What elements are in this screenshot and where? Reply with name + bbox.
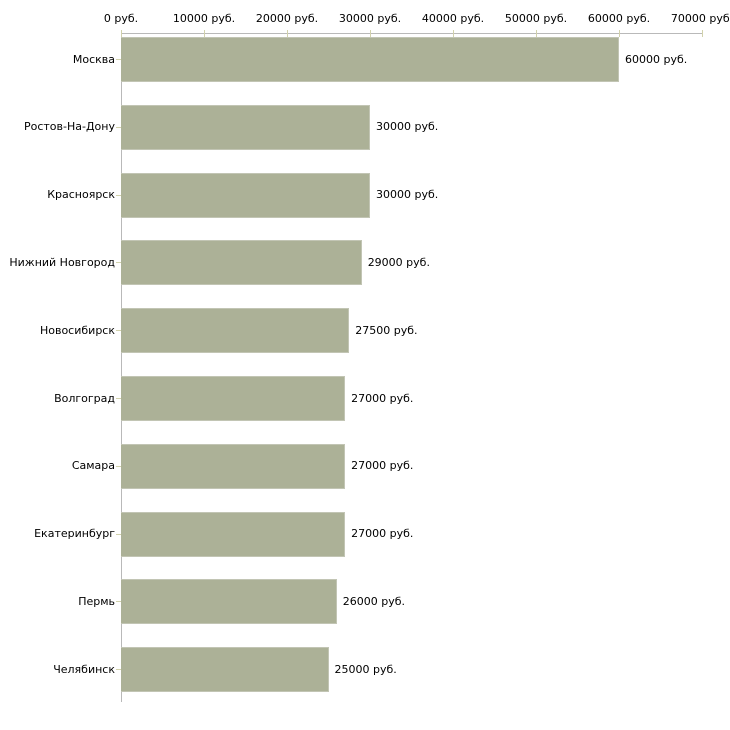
category-label: Самара — [71, 459, 115, 473]
y-axis-tick — [116, 59, 121, 60]
value-label: 25000 руб. — [334, 662, 397, 676]
y-axis-tick — [116, 126, 121, 128]
category-label: Москва — [72, 52, 115, 66]
y-axis-tick — [116, 465, 121, 467]
value-label: 27500 руб. — [355, 323, 418, 337]
x-axis-line — [121, 33, 702, 34]
value-label: 60000 руб. — [625, 52, 688, 66]
bar — [121, 511, 346, 557]
y-axis-tick — [116, 601, 121, 603]
category-label: Волгоград — [54, 391, 115, 405]
value-label: 27000 руб. — [351, 391, 414, 405]
x-axis-tick-label: 40000 руб. — [421, 12, 485, 25]
y-axis-tick — [116, 398, 121, 399]
y-axis-tick — [116, 330, 121, 332]
bar — [121, 443, 346, 489]
x-axis-tick-label: 30000 руб. — [338, 12, 402, 25]
bar — [121, 308, 350, 354]
x-axis-tick-label: 60000 руб. — [587, 12, 651, 25]
x-axis-tick-label: 0 руб. — [103, 12, 139, 25]
value-label: 29000 руб. — [367, 255, 430, 269]
category-label: Ростов-На-Дону — [23, 120, 115, 134]
y-axis-tick — [116, 533, 121, 535]
value-label: 26000 руб. — [342, 594, 406, 608]
value-label: 30000 руб. — [376, 120, 439, 134]
category-label: Нижний Новгород — [9, 255, 115, 269]
value-label: 27000 руб. — [351, 459, 414, 473]
y-axis-tick — [116, 262, 121, 264]
x-axis-tick — [370, 30, 371, 37]
y-axis-tick — [116, 669, 121, 671]
bar — [121, 579, 337, 625]
x-axis-tick — [287, 30, 288, 37]
x-axis-tick — [702, 30, 703, 37]
category-label: Челябинск — [53, 662, 115, 676]
x-axis-tick — [619, 30, 620, 37]
bar — [121, 104, 370, 150]
y-axis-line — [121, 33, 122, 702]
x-axis-tick-label: 10000 руб. — [172, 12, 236, 25]
bar — [121, 376, 346, 421]
x-axis-tick-label: 20000 руб. — [255, 12, 319, 25]
bar — [121, 240, 362, 286]
category-label: Новосибирск — [39, 323, 115, 337]
category-label: Красноярск — [47, 188, 115, 202]
x-axis-tick — [453, 30, 454, 37]
value-label: 30000 руб. — [376, 188, 439, 202]
x-axis-tick-label: 50000 руб. — [504, 12, 568, 25]
bar — [121, 172, 370, 218]
x-axis-tick — [204, 30, 205, 37]
bar — [121, 647, 329, 693]
value-label: 27000 руб. — [351, 527, 414, 541]
x-axis-tick-label: 70000 руб. — [670, 12, 730, 25]
x-axis-tick — [536, 30, 537, 37]
y-axis-tick — [116, 194, 121, 196]
bar — [121, 37, 619, 82]
category-label: Пермь — [78, 594, 115, 608]
category-label: Екатеринбург — [34, 527, 115, 541]
x-axis-tick — [121, 30, 122, 37]
